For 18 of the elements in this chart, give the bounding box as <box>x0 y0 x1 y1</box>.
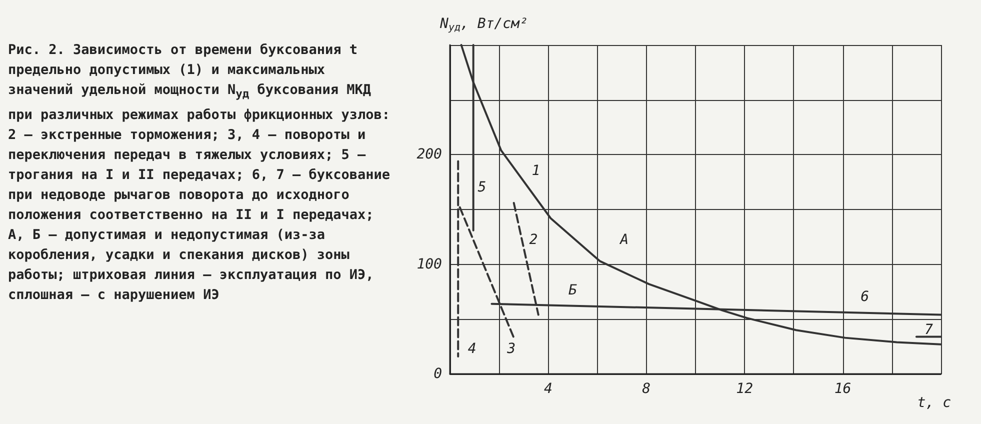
annotation: 6 <box>860 289 870 306</box>
x-tick-label: 4 <box>544 381 552 397</box>
y-tick-label: 100 <box>416 256 442 272</box>
chart-title: Рис. 2. Зависимость от времени буксования t предельно допустимых (1) и максимальных значений удельной мощности N$_{уд}$ буксования МКД при различных режимах работы фрикционных узлов: 2 – экстренные торможения; 3, 4 – повороты и переключения передач в тяжелых условиях; 5 – трогания на I и II передачах; 6, 7 – буксование при недоводе рычагов поворота до исходного положения соответственно на II и I передачах; А, Б – допустимая и недопустимая (из-за коробления, усадки и спекания дисков) зоны работы; штриховая линия – эксплуатация по ИЭ, сплошная – с нарушением ИЭ <box>8 42 390 303</box>
annotation: А <box>619 232 629 248</box>
y-tick-label: 0 <box>434 366 442 382</box>
annotation: 1 <box>532 163 540 180</box>
annotation: 2 <box>529 232 538 248</box>
annotation: 7 <box>924 322 934 338</box>
x-tick-label: 8 <box>642 381 651 397</box>
x-tick-label: 12 <box>736 381 754 397</box>
annotation: Б <box>568 282 578 299</box>
x-axis-title: t, с <box>917 395 951 411</box>
annotation: 5 <box>478 180 486 196</box>
annotation: 4 <box>468 340 476 357</box>
x-tick-label: 16 <box>834 381 852 397</box>
annotation: 3 <box>506 340 516 357</box>
y-tick-label: 200 <box>416 146 442 163</box>
